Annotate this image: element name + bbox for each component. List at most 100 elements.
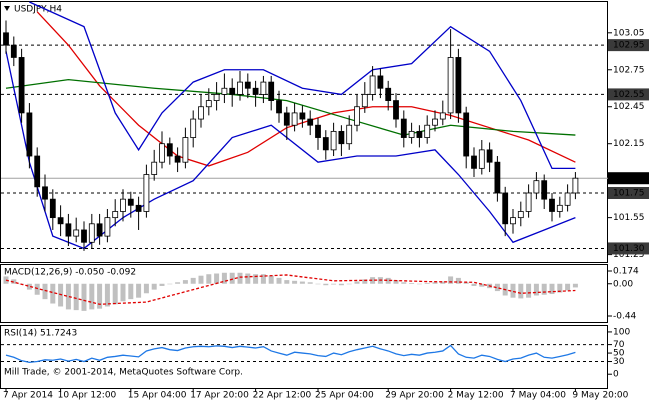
candle-body [510,217,516,225]
macd-bar [42,283,48,300]
level-label-box [608,88,649,101]
candle-body [57,217,64,225]
candle-body [159,143,165,163]
candle-body [424,124,431,138]
candle-body [26,112,33,157]
macd-bar [206,274,212,284]
candle-body [549,198,555,212]
candle-body [447,57,454,114]
y-tick-label: 0.00 [613,279,633,289]
macd-bar [175,282,181,284]
macd-bar [112,283,118,305]
indicator-line [29,1,576,170]
macd-bar [463,282,469,284]
macd-bar [346,283,352,285]
candle-body [10,44,17,58]
copyright: Mill Trade, © 2001-2014, MetaQuotes Soft… [4,368,243,378]
candle-body [564,192,571,206]
macd-bar [34,283,40,295]
candle-body [307,118,314,126]
candle-body [377,75,384,89]
candle-body [81,229,87,243]
candle-body [439,112,446,120]
candle-body [330,130,337,151]
macd-bar [136,283,142,298]
macd-bar [510,283,516,298]
candle-body [237,81,243,95]
candle-body [135,204,142,212]
indicator-line [5,274,576,305]
macd-bar [385,277,391,284]
y-tick-label: 70 [613,340,625,350]
macd-bar [432,282,438,284]
macd-bar [73,283,79,311]
macd-bar [455,277,461,284]
candle-body [112,211,119,219]
macd-bar [128,283,134,300]
macd-bar [253,274,259,284]
candle-body [268,81,275,101]
candle-body [393,100,399,120]
x-tick-label: 29 Apr 20:00 [385,391,444,400]
candle-body [361,94,368,108]
y-tick-label: 30 [613,357,625,367]
macd-bar [572,283,578,288]
candle-body [104,217,111,237]
x-tick-label: 25 Apr 04:00 [315,391,374,400]
x-tick-label: 15 Apr 04:00 [128,391,187,400]
macd-bar [97,283,103,309]
macd-bar [3,276,9,284]
macd-bar [198,275,204,284]
candle-body [338,130,345,145]
candle-body [276,100,282,114]
y-tick-label: 103.05 [613,28,645,38]
macd-bar [401,282,407,284]
macd-bar [331,283,337,285]
candle-body [283,112,290,126]
x-tick-label: 10 Apr 12:00 [58,391,117,400]
macd-bar [518,283,524,299]
macd-bar [276,277,282,284]
macd-title: MACD(12,26,9) -0.050 -0.092 [4,268,136,278]
rsi-title: RSI(14) 51.7243 [4,329,77,339]
candle-body [416,130,423,138]
candle-body [190,118,197,138]
macd-bar [182,280,188,284]
level-label-box [608,39,649,52]
candle-body [205,100,212,108]
level-label: 102.95 [613,41,645,51]
indicator-line [5,51,576,250]
candle-body [18,57,25,114]
macd-bar [338,283,344,286]
macd-bar [354,281,360,284]
macd-bar [533,283,539,296]
macd-bar [167,283,173,285]
candle-body [315,124,321,138]
candle-body [556,204,563,212]
candle-body [517,211,524,219]
macd-bar [143,283,149,294]
level-label: 101.30 [613,244,645,254]
y-tick-label: 100 [613,327,630,337]
y-tick-label: 0.174 [613,267,639,277]
macd-bar [237,272,243,284]
candle-body [213,94,220,101]
candle-body [96,223,103,237]
candle-body [244,81,251,89]
candle-body [34,155,41,188]
y-tick-label: 50 [613,349,625,359]
level-label-box [608,186,649,199]
current-price-label: 101.87 [613,174,645,184]
candle-body [471,155,477,169]
macd-bar [299,281,305,284]
candle-body [572,177,579,194]
x-tick-label: 9 May 20:00 [572,391,628,400]
candle-body [221,87,228,95]
candle-body [174,155,181,163]
chart-title: USDJPY,H4 [14,5,62,15]
macd-bar [370,277,376,284]
candle-body [346,124,353,145]
x-tick-label: 7 May 04:00 [510,391,566,400]
y-tick-label: 102.45 [613,102,645,112]
